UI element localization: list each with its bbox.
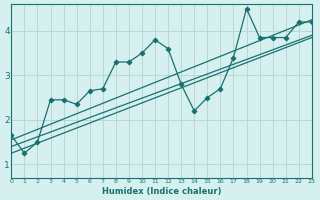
Point <box>35 140 40 144</box>
Point <box>74 103 79 106</box>
Point <box>87 89 92 93</box>
Point <box>283 36 288 39</box>
Point <box>9 134 14 137</box>
Point <box>140 52 145 55</box>
Point <box>296 20 301 24</box>
Point <box>244 7 249 10</box>
Point <box>126 60 132 64</box>
Point <box>218 87 223 90</box>
Point <box>152 38 157 41</box>
Point <box>257 36 262 39</box>
Point <box>100 87 105 90</box>
X-axis label: Humidex (Indice chaleur): Humidex (Indice chaleur) <box>102 187 221 196</box>
Point <box>179 83 184 86</box>
Point <box>22 152 27 155</box>
Point <box>165 47 171 50</box>
Point <box>48 98 53 101</box>
Point <box>192 109 197 113</box>
Point <box>61 98 66 101</box>
Point <box>113 60 118 64</box>
Point <box>270 36 275 39</box>
Point <box>231 56 236 59</box>
Point <box>205 96 210 99</box>
Point <box>309 20 314 24</box>
